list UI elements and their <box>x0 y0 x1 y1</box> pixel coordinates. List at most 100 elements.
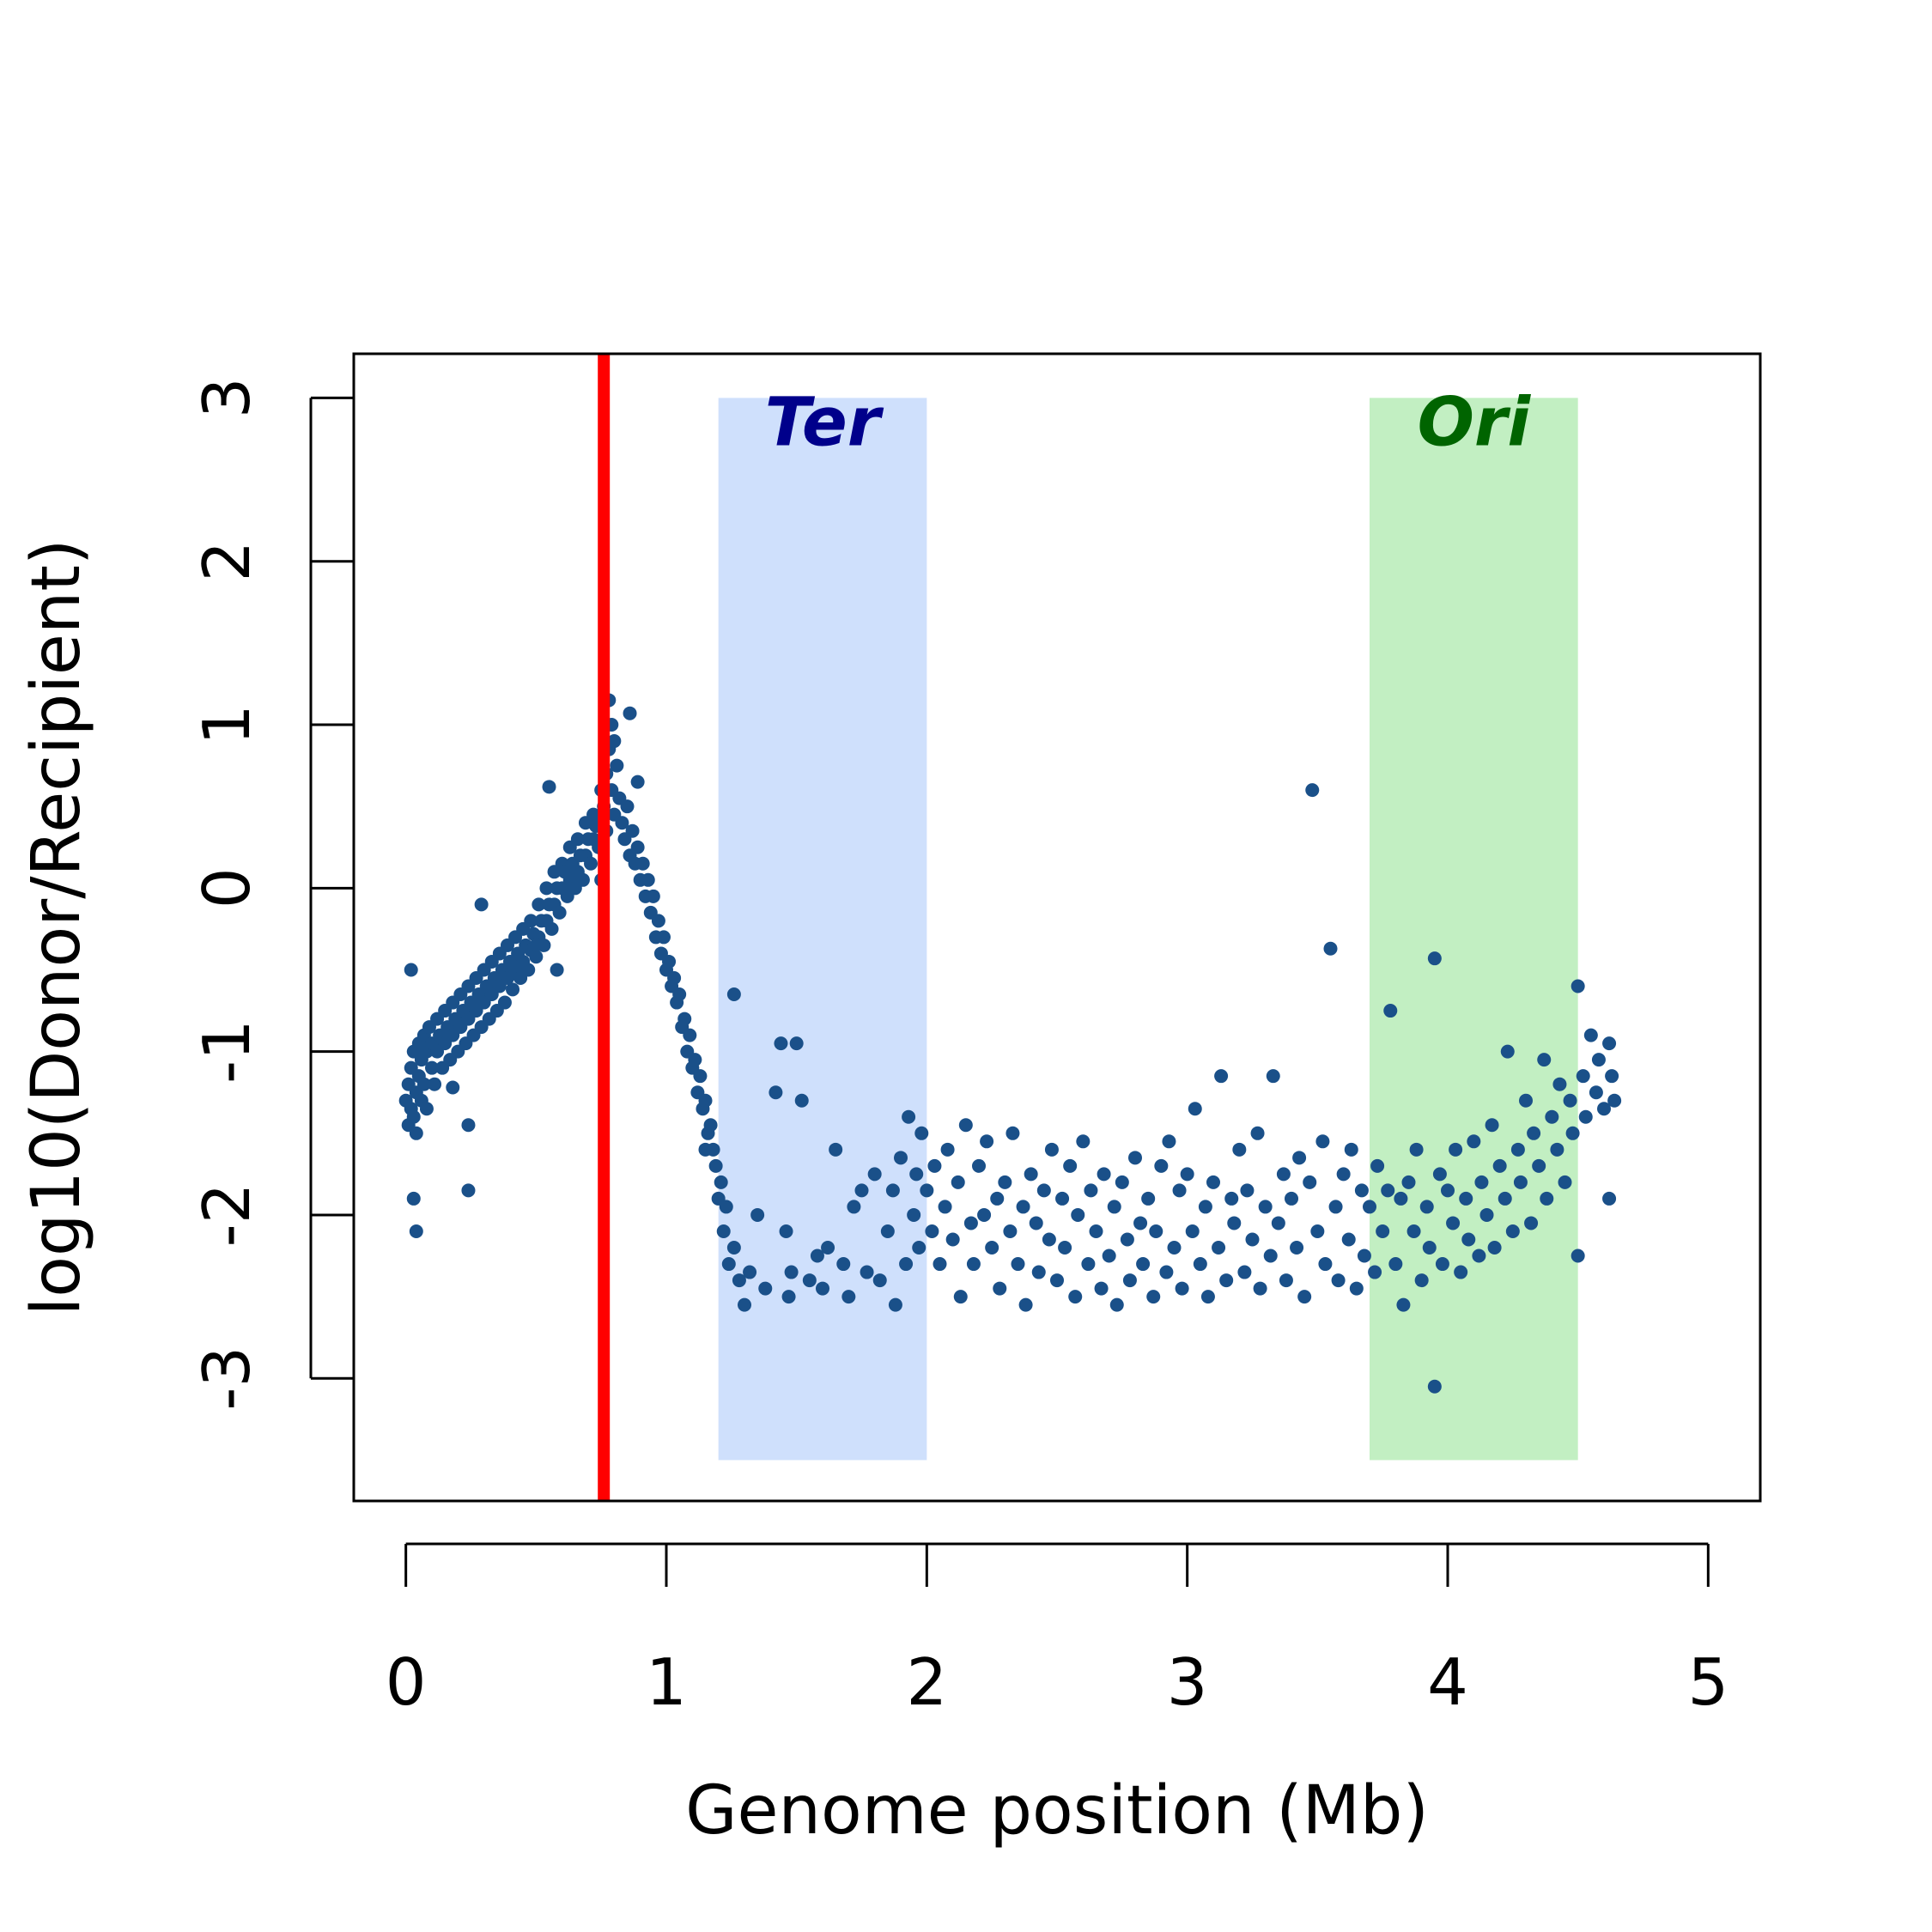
data-point <box>854 1183 869 1198</box>
data-point <box>1024 1167 1038 1182</box>
data-point <box>836 1257 851 1272</box>
data-point <box>698 1093 713 1108</box>
data-point <box>938 1200 952 1214</box>
x-tick-label: 5 <box>1687 1644 1728 1720</box>
data-point <box>714 1175 728 1189</box>
data-point <box>1245 1232 1260 1247</box>
data-point <box>1146 1290 1161 1304</box>
data-point <box>1328 1200 1343 1214</box>
data-point <box>1018 1297 1033 1312</box>
data-point <box>1422 1241 1437 1255</box>
data-point <box>693 1069 708 1084</box>
data-point <box>1354 1183 1369 1198</box>
data-point <box>927 1158 942 1173</box>
data-point <box>899 1257 914 1272</box>
highlight-regions: Ter Ori <box>718 384 1578 1461</box>
data-point <box>794 1093 809 1108</box>
data-point <box>623 706 637 720</box>
data-point <box>1409 1142 1424 1157</box>
data-point <box>1193 1257 1207 1272</box>
data-point <box>529 938 544 952</box>
data-point <box>630 775 645 789</box>
data-point <box>698 1142 713 1157</box>
data-point <box>860 1265 874 1279</box>
data-point <box>1472 1249 1486 1263</box>
data-point <box>1449 1142 1463 1157</box>
data-point <box>1076 1134 1091 1149</box>
data-point <box>544 921 559 936</box>
data-point <box>1115 1175 1129 1189</box>
data-point <box>914 1126 929 1140</box>
data-point <box>779 1224 793 1238</box>
data-point <box>708 1158 723 1173</box>
data-point <box>1323 941 1338 956</box>
data-point <box>902 1109 916 1124</box>
data-point <box>1250 1126 1265 1140</box>
data-point <box>1167 1241 1182 1255</box>
data-point <box>1036 1183 1051 1198</box>
data-point <box>1081 1257 1096 1272</box>
data-point <box>1159 1265 1174 1279</box>
data-point <box>1414 1273 1429 1288</box>
data-point <box>1109 1297 1124 1312</box>
data-point <box>1133 1216 1148 1230</box>
data-point <box>646 889 660 903</box>
data-point <box>1331 1273 1346 1288</box>
data-point <box>521 963 536 977</box>
data-point <box>1303 1175 1317 1189</box>
data-point <box>1271 1216 1285 1230</box>
data-point <box>1479 1207 1494 1222</box>
data-point <box>656 930 671 945</box>
data-point <box>1227 1216 1242 1230</box>
data-point <box>1042 1232 1056 1247</box>
data-point <box>1383 1004 1398 1018</box>
data-point <box>1285 1191 1298 1206</box>
data-point <box>1102 1249 1116 1263</box>
data-point <box>1214 1069 1229 1084</box>
data-point <box>1212 1241 1226 1255</box>
data-point <box>1459 1191 1473 1206</box>
data-point <box>1446 1216 1461 1230</box>
data-point <box>821 1241 835 1255</box>
data-point <box>1432 1167 1447 1182</box>
data-point <box>1591 1053 1606 1067</box>
data-point <box>615 816 629 830</box>
data-point <box>1427 1379 1442 1394</box>
data-point <box>1602 1036 1617 1051</box>
data-point <box>607 734 622 749</box>
data-point <box>1485 1118 1499 1133</box>
data-point <box>958 1118 973 1133</box>
data-point <box>1058 1241 1072 1255</box>
data-point <box>1149 1224 1163 1238</box>
data-point <box>1279 1273 1293 1288</box>
data-point <box>993 1281 1007 1296</box>
data-point <box>446 1080 460 1095</box>
data-point <box>672 987 687 1002</box>
data-point <box>1602 1191 1617 1206</box>
data-point <box>894 1151 908 1165</box>
data-point <box>1341 1232 1356 1247</box>
data-point <box>1172 1183 1187 1198</box>
data-point <box>635 856 650 871</box>
data-point <box>550 963 564 977</box>
data-point <box>1175 1281 1189 1296</box>
data-point <box>1290 1241 1304 1255</box>
data-point <box>1128 1151 1142 1165</box>
data-point <box>1200 1290 1215 1304</box>
data-point <box>1240 1183 1255 1198</box>
data-point <box>1292 1151 1307 1165</box>
data-point <box>1519 1093 1533 1108</box>
data-point <box>1540 1191 1554 1206</box>
data-point <box>497 995 512 1010</box>
data-point <box>1388 1257 1403 1272</box>
x-tick-label: 2 <box>906 1644 947 1720</box>
data-point <box>829 1142 843 1157</box>
data-point <box>419 1102 434 1116</box>
y-tick-label: -3 <box>189 1346 264 1411</box>
data-point <box>1527 1126 1541 1140</box>
data-point <box>789 1036 804 1051</box>
data-point <box>703 1118 718 1133</box>
data-point <box>524 914 538 928</box>
data-point <box>688 1053 702 1067</box>
